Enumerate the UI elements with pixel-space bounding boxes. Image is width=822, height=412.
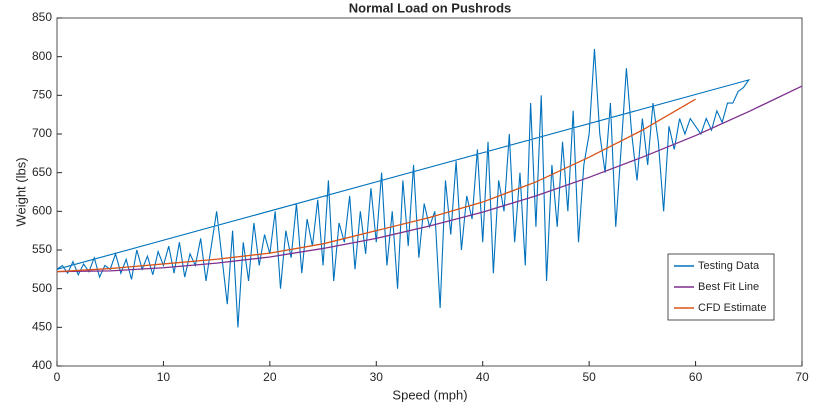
y-axis-label: Weight (lbs) <box>13 157 28 226</box>
y-tick-label: 600 <box>32 204 52 218</box>
y-tick-label: 400 <box>32 358 52 372</box>
legend-label: CFD Estimate <box>698 302 766 314</box>
x-tick-label: 40 <box>476 370 490 384</box>
x-tick-label: 70 <box>795 370 809 384</box>
x-tick-label: 20 <box>263 370 277 384</box>
y-tick-label: 550 <box>32 242 52 256</box>
y-tick-label: 800 <box>32 49 52 63</box>
y-tick-label: 700 <box>32 126 52 140</box>
series-line <box>56 85 803 273</box>
x-tick-label: 50 <box>582 370 596 384</box>
series-line <box>56 48 751 328</box>
x-tick-label: 0 <box>54 370 61 384</box>
y-tick-label: 500 <box>32 281 52 295</box>
x-tick-label: 10 <box>157 370 171 384</box>
chart-title: Normal Load on Pushrods <box>349 0 512 15</box>
y-tick-label: 450 <box>32 320 52 334</box>
y-tick-label: 650 <box>32 165 52 179</box>
series-line <box>56 98 696 273</box>
legend-label: Testing Data <box>698 260 760 272</box>
x-tick-label: 30 <box>370 370 384 384</box>
legend-label: Best Fit Line <box>698 281 759 293</box>
x-axis-label: Speed (mph) <box>392 387 467 402</box>
x-tick-label: 60 <box>689 370 703 384</box>
y-tick-label: 750 <box>32 88 52 102</box>
y-tick-label: 850 <box>32 10 52 24</box>
